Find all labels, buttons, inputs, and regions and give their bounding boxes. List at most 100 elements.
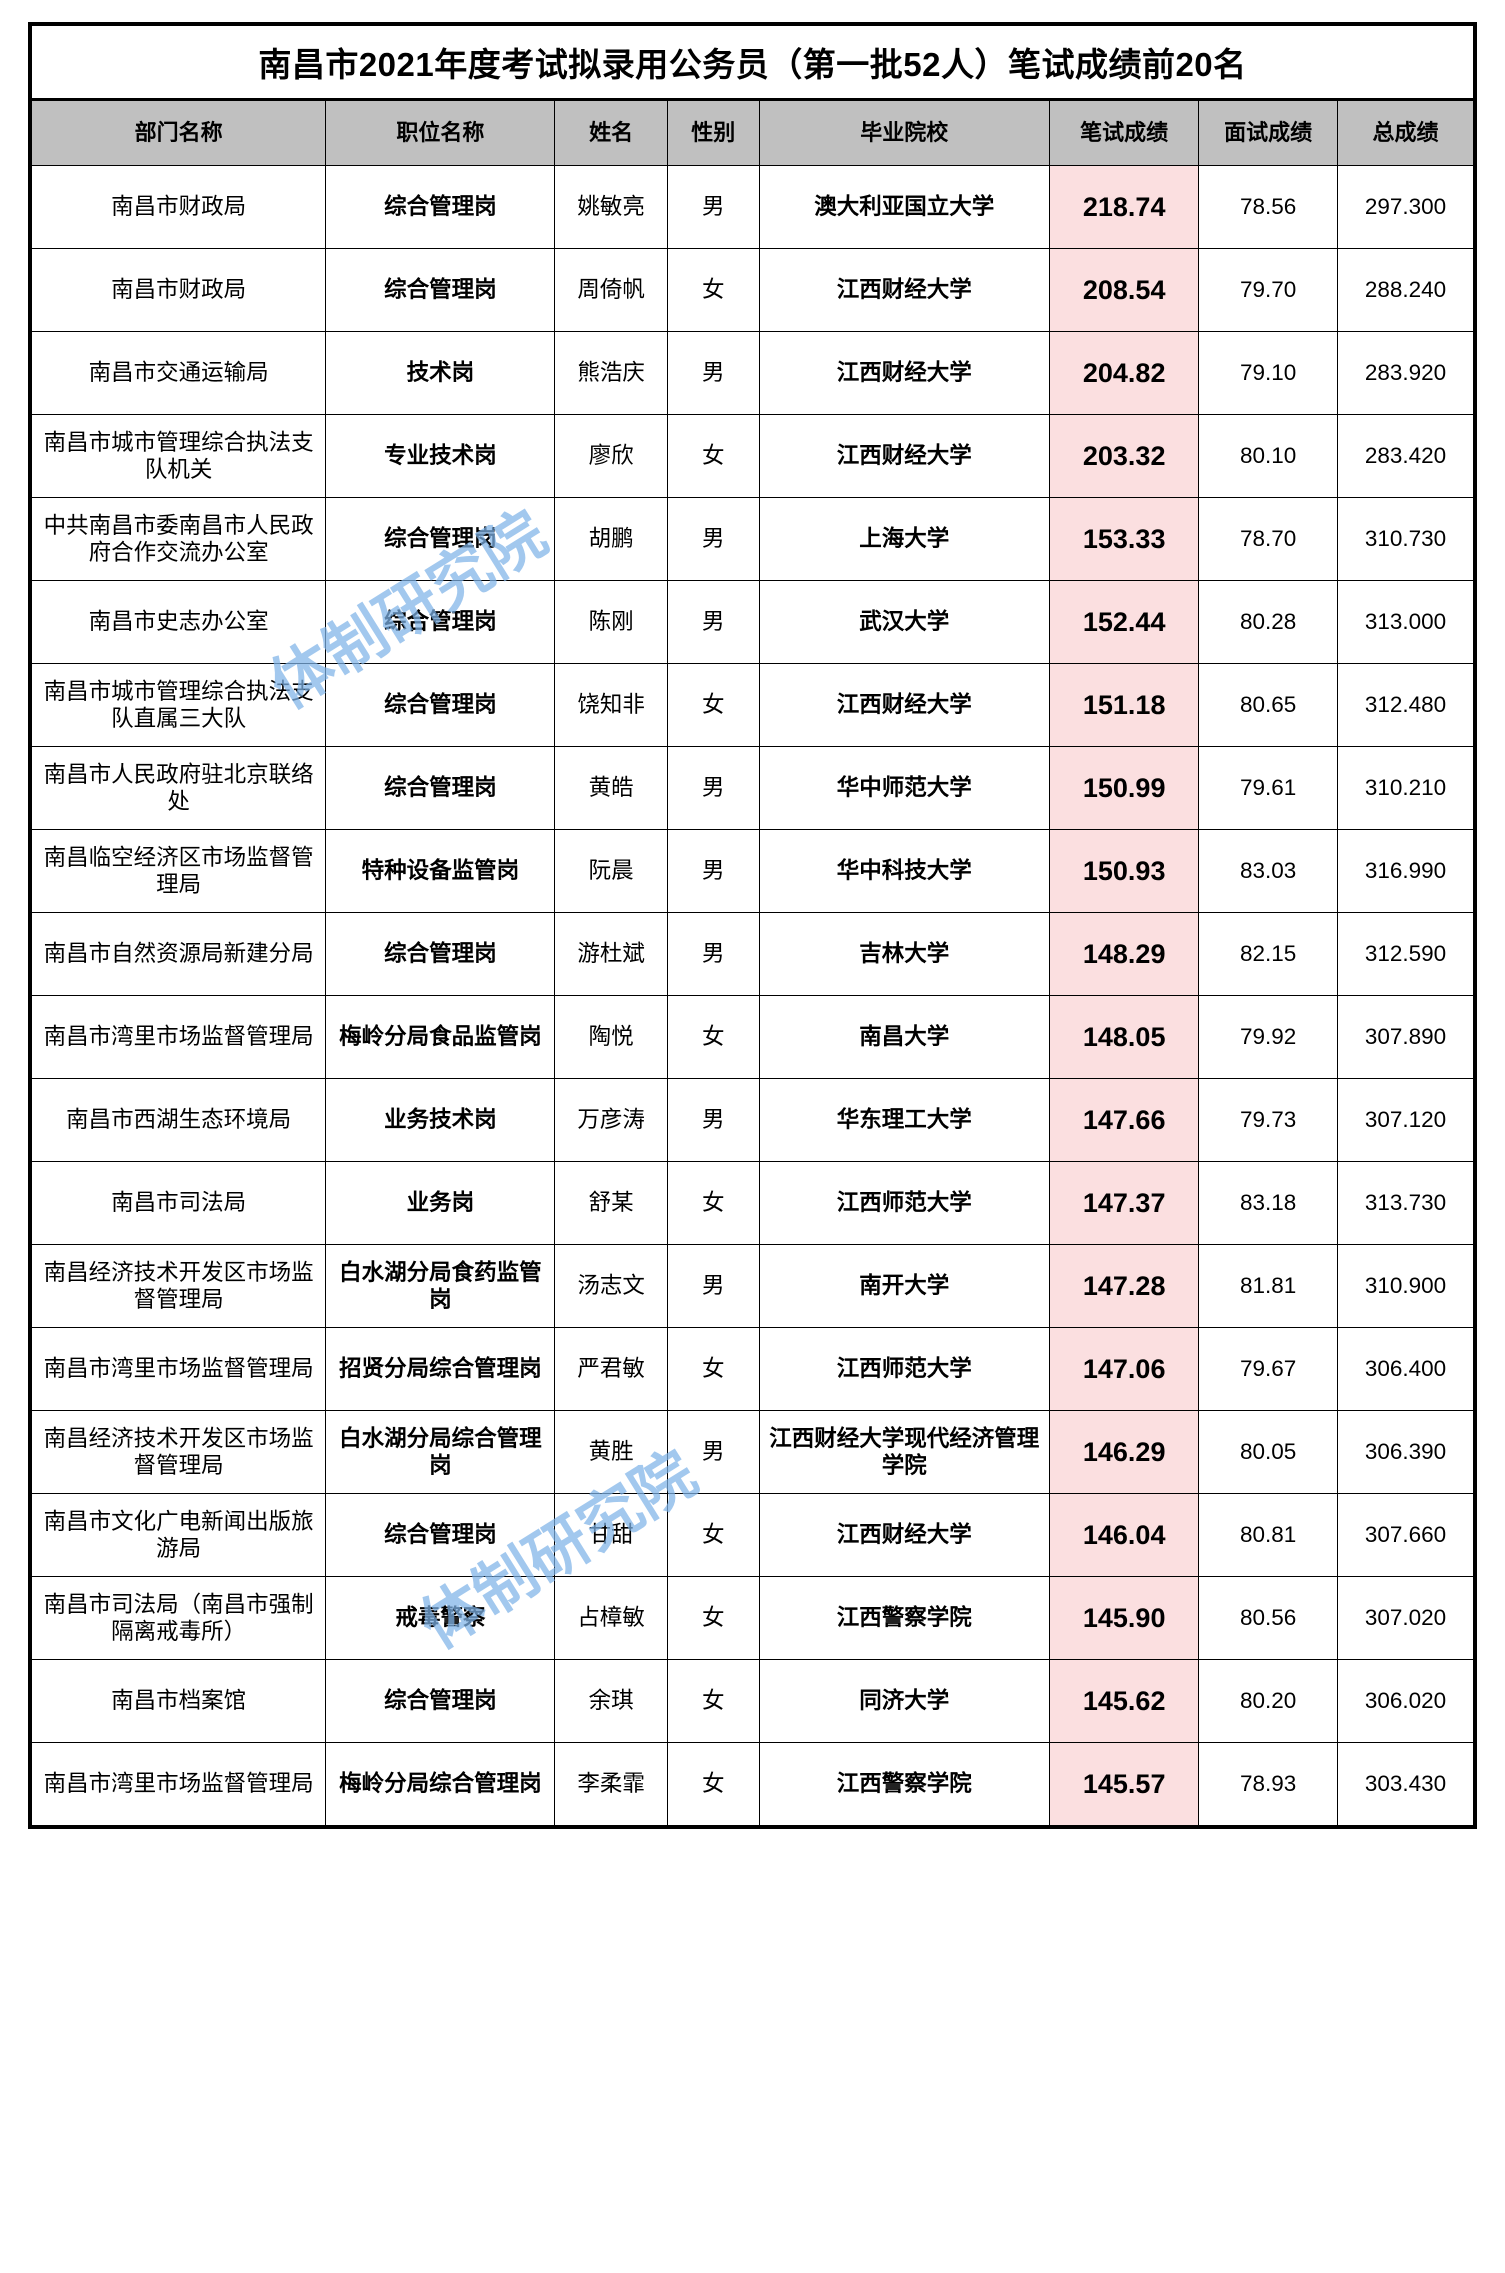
cell-gender: 女 — [666, 1742, 760, 1828]
table-row: 南昌市司法局（南昌市强制隔离戒毒所） 戒毒警察 占樟敏女江西警察学院 145.90 80… — [29, 1576, 1476, 1660]
table-row: 南昌市自然资源局新建分局 综合管理岗 游杜斌男吉林大学 148.29 82.15 312.… — [29, 912, 1476, 996]
cell-dept: 南昌临空经济区市场监督管理局 — [29, 829, 327, 913]
column-header-total: 总成绩 — [1337, 99, 1476, 166]
table-row: 南昌经济技术开发区市场监督管理局 白水湖分局综合管理岗 黄胜男江西财经大学现代经济管… — [29, 1410, 1476, 1494]
cell-dept: 南昌市城市管理综合执法支队机关 — [29, 414, 327, 498]
cell-total: 313.000 — [1337, 580, 1476, 664]
cell-school: 华中师范大学 — [758, 746, 1051, 830]
cell-interview: 80.28 — [1198, 580, 1339, 664]
cell-name: 李柔霏 — [554, 1742, 668, 1828]
cell-gender: 男 — [666, 912, 760, 996]
cell-total: 306.390 — [1337, 1410, 1476, 1494]
cell-school: 武汉大学 — [758, 580, 1051, 664]
cell-written: 150.99 — [1049, 746, 1200, 830]
cell-written: 148.29 — [1049, 912, 1200, 996]
cell-total: 306.400 — [1337, 1327, 1476, 1411]
table-row: 南昌市湾里市场监督管理局 梅岭分局综合管理岗 李柔霏女江西警察学院 145.57 78.… — [29, 1742, 1476, 1828]
table-row: 南昌市文化广电新闻出版旅游局 综合管理岗 甘甜女江西财经大学 146.04 80.81 3… — [29, 1493, 1476, 1577]
cell-gender: 男 — [666, 331, 760, 415]
cell-name: 黄皓 — [554, 746, 668, 830]
cell-dept: 南昌市湾里市场监督管理局 — [29, 1327, 327, 1411]
cell-written: 145.62 — [1049, 1659, 1200, 1743]
cell-interview: 80.56 — [1198, 1576, 1339, 1660]
cell-dept: 南昌市司法局（南昌市强制隔离戒毒所） — [29, 1576, 327, 1660]
table-header: 部门名称 职位名称 姓名 性别 毕业院校 笔试成绩 面试成绩 总成绩 — [29, 99, 1476, 166]
cell-gender: 男 — [666, 1244, 760, 1328]
cell-total: 310.730 — [1337, 497, 1476, 581]
cell-pos: 综合管理岗 — [325, 663, 556, 747]
cell-pos: 技术岗 — [325, 331, 556, 415]
cell-name: 胡鹏 — [554, 497, 668, 581]
column-header-school: 毕业院校 — [758, 99, 1051, 166]
cell-name: 汤志文 — [554, 1244, 668, 1328]
cell-pos: 梅岭分局食品监管岗 — [325, 995, 556, 1079]
table-row: 南昌经济技术开发区市场监督管理局 白水湖分局食药监管岗 汤志文男南开大学 147.28… — [29, 1244, 1476, 1328]
cell-written: 147.28 — [1049, 1244, 1200, 1328]
document-title-bar: 南昌市2021年度考试拟录用公务员（第一批52人）笔试成绩前20名 — [28, 22, 1477, 98]
cell-written: 150.93 — [1049, 829, 1200, 913]
column-header-dept: 部门名称 — [29, 99, 327, 166]
cell-total: 307.120 — [1337, 1078, 1476, 1162]
table-row: 南昌市财政局 综合管理岗 姚敏亮男澳大利亚国立大学 218.74 78.56 297.30… — [29, 165, 1476, 249]
scores-table: 部门名称 职位名称 姓名 性别 毕业院校 笔试成绩 面试成绩 总成绩 南昌市财政… — [28, 98, 1477, 1829]
cell-pos: 综合管理岗 — [325, 497, 556, 581]
column-header-position: 职位名称 — [325, 99, 556, 166]
cell-gender: 男 — [666, 1410, 760, 1494]
table-row: 南昌市湾里市场监督管理局 梅岭分局食品监管岗 陶悦女南昌大学 148.05 79.92 3… — [29, 995, 1476, 1079]
cell-gender: 女 — [666, 663, 760, 747]
cell-school: 江西警察学院 — [758, 1742, 1051, 1828]
cell-total: 310.210 — [1337, 746, 1476, 830]
cell-interview: 82.15 — [1198, 912, 1339, 996]
cell-name: 严君敏 — [554, 1327, 668, 1411]
cell-total: 283.920 — [1337, 331, 1476, 415]
cell-school: 南昌大学 — [758, 995, 1051, 1079]
cell-school: 江西师范大学 — [758, 1161, 1051, 1245]
cell-pos: 综合管理岗 — [325, 912, 556, 996]
cell-dept: 南昌经济技术开发区市场监督管理局 — [29, 1410, 327, 1494]
table-row: 南昌市西湖生态环境局 业务技术岗 万彦涛男华东理工大学 147.66 79.73 307.… — [29, 1078, 1476, 1162]
cell-school: 江西财经大学 — [758, 1493, 1051, 1577]
cell-name: 占樟敏 — [554, 1576, 668, 1660]
cell-school: 华中科技大学 — [758, 829, 1051, 913]
cell-pos: 专业技术岗 — [325, 414, 556, 498]
table-row: 南昌市城市管理综合执法支队机关 专业技术岗 廖欣女江西财经大学 203.32 80.10… — [29, 414, 1476, 498]
cell-interview: 78.56 — [1198, 165, 1339, 249]
cell-dept: 南昌市财政局 — [29, 248, 327, 332]
cell-name: 姚敏亮 — [554, 165, 668, 249]
cell-written: 153.33 — [1049, 497, 1200, 581]
cell-dept: 南昌市湾里市场监督管理局 — [29, 1742, 327, 1828]
cell-dept: 南昌市城市管理综合执法支队直属三大队 — [29, 663, 327, 747]
cell-total: 303.430 — [1337, 1742, 1476, 1828]
cell-gender: 女 — [666, 414, 760, 498]
table-row: 南昌市史志办公室 综合管理岗 陈刚男武汉大学 152.44 80.28 313.000 — [29, 580, 1476, 664]
cell-gender: 男 — [666, 746, 760, 830]
cell-pos: 综合管理岗 — [325, 1493, 556, 1577]
cell-pos: 业务岗 — [325, 1161, 556, 1245]
cell-interview: 80.10 — [1198, 414, 1339, 498]
cell-written: 147.06 — [1049, 1327, 1200, 1411]
cell-name: 余琪 — [554, 1659, 668, 1743]
cell-pos: 特种设备监管岗 — [325, 829, 556, 913]
cell-dept: 南昌市财政局 — [29, 165, 327, 249]
cell-dept: 南昌市史志办公室 — [29, 580, 327, 664]
cell-gender: 女 — [666, 1659, 760, 1743]
table-body: 南昌市财政局 综合管理岗 姚敏亮男澳大利亚国立大学 218.74 78.56 297.30… — [29, 165, 1476, 1828]
cell-interview: 81.81 — [1198, 1244, 1339, 1328]
cell-total: 307.660 — [1337, 1493, 1476, 1577]
cell-school: 江西财经大学 — [758, 331, 1051, 415]
cell-school: 南开大学 — [758, 1244, 1051, 1328]
cell-interview: 79.70 — [1198, 248, 1339, 332]
table-row: 南昌市城市管理综合执法支队直属三大队 综合管理岗 饶知非女江西财经大学 151.18 8… — [29, 663, 1476, 747]
cell-written: 204.82 — [1049, 331, 1200, 415]
cell-total: 312.480 — [1337, 663, 1476, 747]
cell-dept: 南昌市司法局 — [29, 1161, 327, 1245]
cell-pos: 戒毒警察 — [325, 1576, 556, 1660]
cell-interview: 80.05 — [1198, 1410, 1339, 1494]
cell-dept: 南昌市西湖生态环境局 — [29, 1078, 327, 1162]
cell-gender: 男 — [666, 1078, 760, 1162]
cell-name: 万彦涛 — [554, 1078, 668, 1162]
cell-school: 澳大利亚国立大学 — [758, 165, 1051, 249]
cell-total: 288.240 — [1337, 248, 1476, 332]
cell-total: 307.020 — [1337, 1576, 1476, 1660]
cell-total: 306.020 — [1337, 1659, 1476, 1743]
